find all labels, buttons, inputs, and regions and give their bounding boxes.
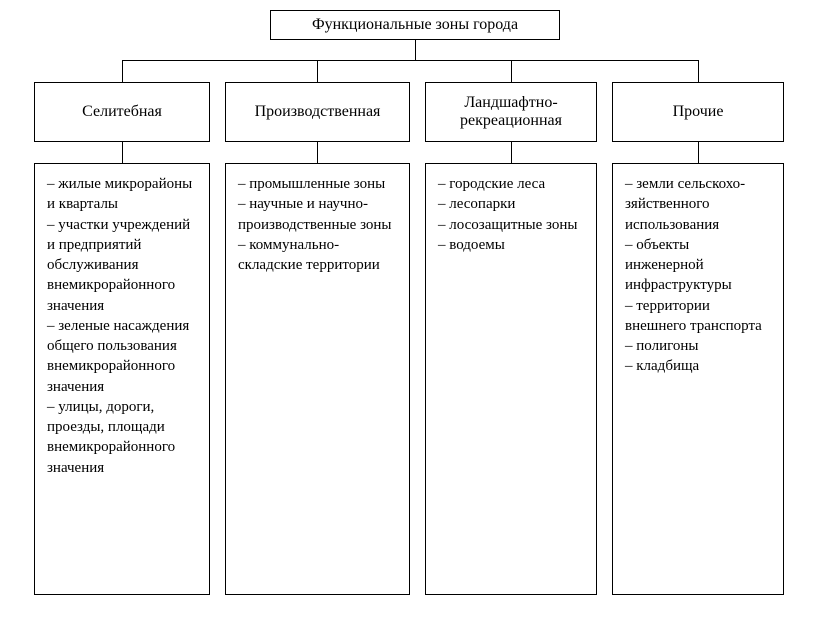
list-item: – лесопарки [438,194,584,214]
hierarchy-diagram: Функциональные зоны города Селитебная Пр… [10,10,817,614]
items-node-4: – земли сельскохо­зяйственного использов… [612,163,784,595]
list-item: – лосозащит­ные зоны [438,215,584,235]
items-node-3: – городские леса– лесопарки– лосозащит­н… [425,163,597,595]
root-node: Функциональные зоны города [270,10,560,40]
items-node-2: – промышленные зоны– научные и научно-пр… [225,163,410,595]
connector [317,142,318,163]
connector [415,40,416,60]
connector [122,60,698,61]
list-item: – территории внешнего транспорта [625,296,771,337]
category-label: Производственная [255,103,381,121]
list-item: – зеленые насаж­дения общего пользования… [47,316,197,397]
list-item: – объекты инженерной инфраструк­туры [625,235,771,296]
connector [122,60,123,82]
items-node-1: – жилые микро­районы и квар­талы– участк… [34,163,210,595]
connector [317,60,318,82]
connector [698,60,699,82]
connector [122,142,123,163]
category-node-4: Прочие [612,82,784,142]
list-item: – полигоны [625,336,771,356]
list-item: – городские леса [438,174,584,194]
connector [698,142,699,163]
root-label: Функциональные зоны города [312,16,518,34]
list-item: – водоемы [438,235,584,255]
category-label: Ландшафтно-рекреационная [430,94,592,130]
connector [511,142,512,163]
list-item: – промышленные зоны [238,174,397,194]
list-item: – участки учреж­дений и предприя­тий обс… [47,215,197,316]
connector [511,60,512,82]
list-item: – научные и научно-произ­водственные зон… [238,194,397,235]
list-item: – улицы, дороги, проезды, площади внемик… [47,397,197,478]
list-item: – жилые микро­районы и квар­талы [47,174,197,215]
list-item: – коммунально-складские терри­тории [238,235,397,276]
category-label: Прочие [673,103,724,121]
list-item: – кладбища [625,356,771,376]
category-label: Селитебная [82,103,162,121]
category-node-3: Ландшафтно-рекреационная [425,82,597,142]
category-node-2: Производственная [225,82,410,142]
category-node-1: Селитебная [34,82,210,142]
list-item: – земли сельскохо­зяйственного использов… [625,174,771,235]
